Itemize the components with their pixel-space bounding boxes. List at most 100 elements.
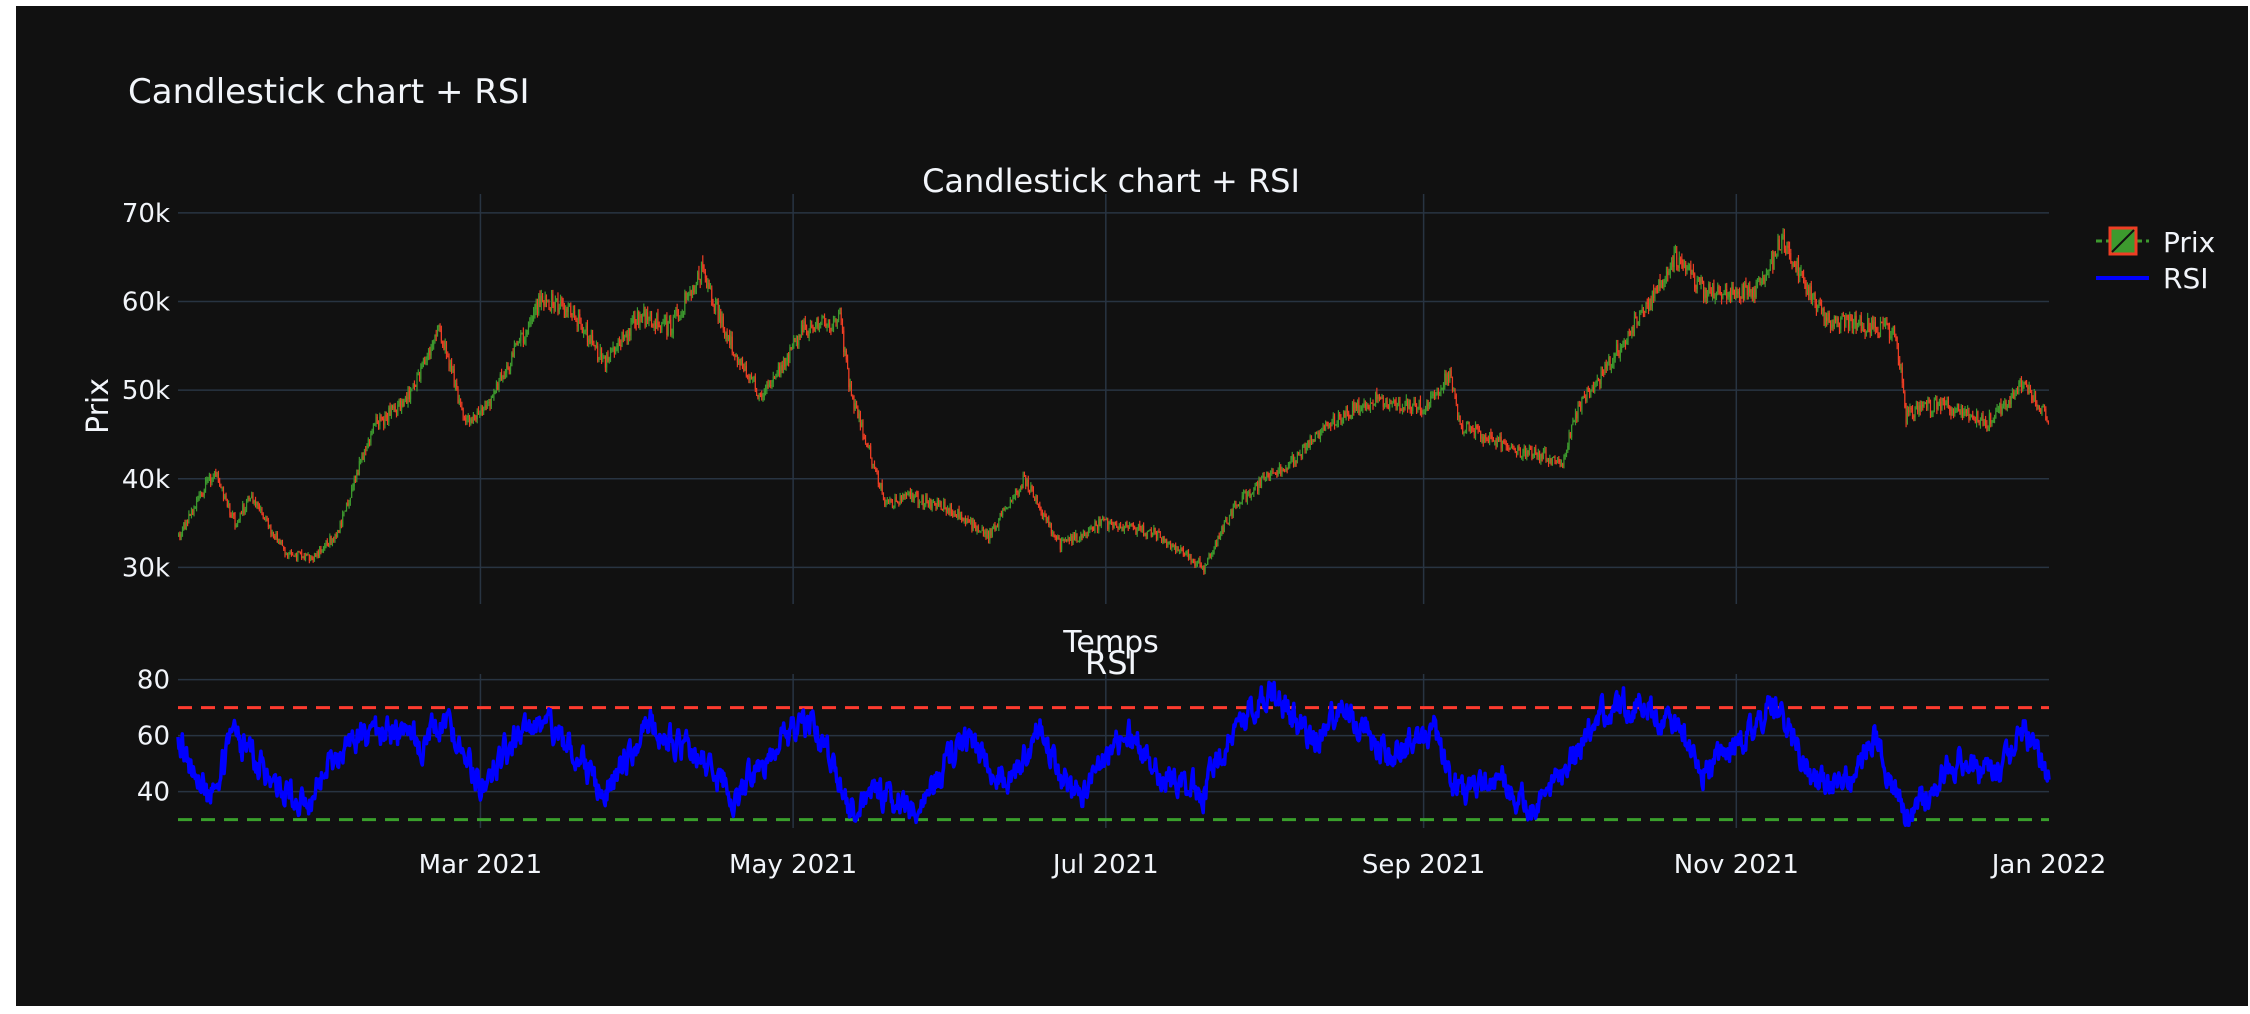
candle-body: [1157, 530, 1159, 539]
candle-body: [726, 333, 728, 339]
candle-body: [2013, 392, 2015, 399]
candle-body: [242, 504, 244, 514]
candle-body: [663, 320, 665, 323]
candle-body: [304, 554, 307, 560]
candle-body: [967, 518, 969, 522]
candle-body: [675, 309, 677, 314]
candle-body: [1796, 259, 1798, 271]
candle-body: [397, 405, 399, 416]
candle-body: [1589, 391, 1591, 398]
candle-body: [203, 490, 205, 496]
candle-body: [803, 321, 805, 333]
candle-body: [947, 508, 949, 513]
candle-body: [335, 534, 337, 537]
candle-body: [1258, 479, 1260, 491]
candlestick-series: [178, 228, 2049, 575]
candle-body: [2001, 406, 2003, 414]
candle-body: [1710, 292, 1712, 297]
candle-body: [1995, 412, 1997, 419]
candle-body: [642, 315, 644, 317]
legend-item-price[interactable]: Prix: [2096, 226, 2215, 259]
candle-body: [729, 335, 731, 345]
candle-body: [235, 524, 237, 528]
candle-body: [394, 406, 396, 412]
candle-body: [1296, 452, 1298, 463]
candle-body: [840, 312, 842, 321]
candle-body: [865, 439, 867, 444]
candle-body: [1392, 400, 1395, 404]
candle-body: [1618, 351, 1620, 357]
candle-body: [347, 503, 349, 506]
legend[interactable]: Prix RSI: [2096, 226, 2215, 295]
candle-body: [401, 401, 403, 410]
candle-body: [912, 492, 914, 501]
candle-body: [1619, 347, 1621, 357]
candle-body: [1325, 422, 1327, 431]
candle-body: [866, 443, 868, 447]
candle-body: [945, 507, 947, 513]
candle-body: [256, 501, 258, 506]
candle-body: [1614, 353, 1616, 359]
candle-body: [748, 376, 750, 381]
candle-body: [789, 347, 791, 363]
candle-body: [1969, 417, 1971, 419]
candle-body: [1610, 367, 1612, 369]
candle-body: [1714, 297, 1716, 299]
candle-body: [873, 464, 876, 468]
candle-body: [950, 504, 952, 514]
candle-body: [1864, 331, 1866, 334]
price-y-axis-title: Prix: [81, 378, 116, 434]
candle-body: [381, 416, 383, 419]
candle-body: [1845, 315, 1847, 327]
candle-body: [494, 390, 496, 394]
candle-body: [1736, 288, 1738, 294]
candle-body: [1025, 476, 1027, 486]
candle-body: [703, 268, 705, 272]
candle-body: [1801, 270, 1803, 276]
candle-body: [1049, 523, 1051, 526]
candle-body: [340, 522, 342, 526]
candle-body: [1243, 491, 1245, 496]
legend-item-rsi[interactable]: RSI: [2096, 262, 2209, 295]
candle-body: [1064, 540, 1066, 542]
candle-body: [1847, 317, 1849, 331]
candle-body: [658, 326, 660, 328]
candle-body: [804, 321, 806, 330]
candle-body: [1170, 541, 1172, 549]
candle-body: [1987, 427, 1989, 429]
candle-body: [1495, 440, 1497, 447]
candle-body: [488, 401, 490, 403]
candle-body: [1512, 445, 1514, 447]
candle-body: [1592, 387, 1594, 392]
candle-body: [638, 311, 640, 325]
candle-body: [1929, 402, 1931, 414]
candle-body: [1555, 460, 1557, 462]
candle-body: [2038, 405, 2040, 410]
candle-body: [870, 446, 872, 459]
candle-body: [1085, 535, 1087, 537]
candle-body: [759, 393, 761, 395]
candle-body: [1460, 423, 1462, 425]
candle-body: [2031, 392, 2033, 401]
candle-body: [1854, 315, 1856, 325]
candle-body: [1768, 270, 1770, 275]
candle-body: [1926, 403, 1928, 408]
candle-body: [1062, 539, 1064, 541]
candle-body: [1703, 282, 1705, 299]
candle-body: [1623, 340, 1625, 344]
candle-body: [1897, 344, 1899, 360]
candle-body: [470, 419, 472, 423]
candle-body: [1011, 499, 1013, 501]
candle-body: [233, 513, 235, 516]
candle-body: [293, 555, 295, 557]
candle-body: [704, 271, 706, 279]
candle-body: [1113, 522, 1115, 528]
candle-body: [935, 505, 937, 509]
candle-body: [246, 502, 248, 510]
candle-body: [939, 501, 941, 505]
candle-body: [618, 339, 620, 346]
candle-body: [1851, 317, 1853, 329]
candle-body: [677, 310, 679, 321]
candle-body: [1148, 530, 1150, 532]
candle-body: [2006, 406, 2008, 408]
